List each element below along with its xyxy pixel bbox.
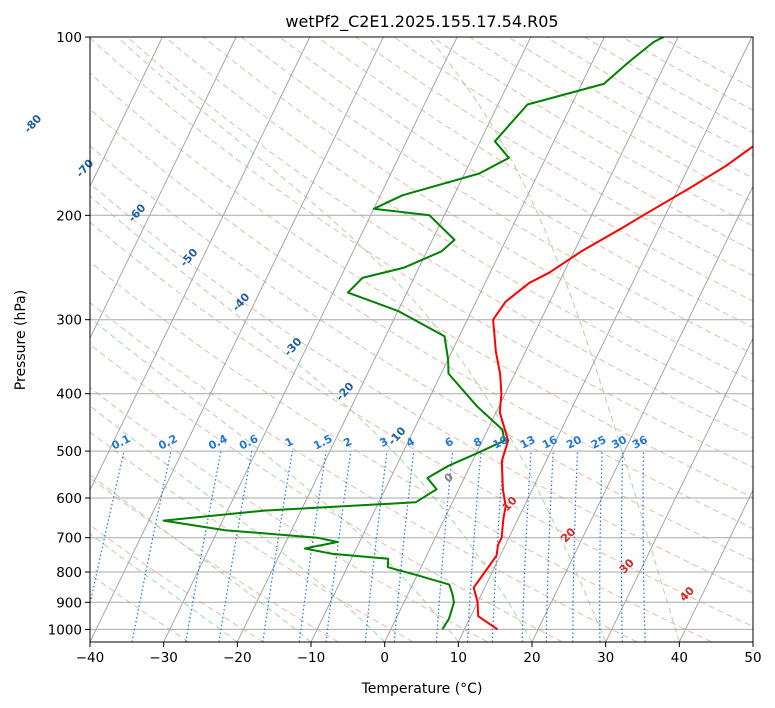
x-tick-label: 0 [380,650,389,666]
dry-adiabat [164,37,753,410]
dry-adiabat [90,221,753,628]
y-tick-label: 500 [56,444,82,460]
mixing-ratio-label: 20 [564,433,584,452]
x-tick-label: −10 [297,650,326,666]
y-tick-label: 1000 [48,622,82,638]
dry-adiabat [90,386,488,642]
x-tick-label: 40 [671,650,688,666]
y-tick-label: 800 [56,565,82,581]
profile-lines [162,37,753,631]
isotherm-line [605,337,753,642]
y-tick-label: 400 [56,387,82,403]
isotherm-line [90,37,384,642]
mixing-ratio-label: 10 [491,433,511,452]
mixing-ratio-line [325,451,352,642]
mixing-ratio-line [435,451,454,642]
isotherm-line [678,489,753,642]
axis-ticks: −40 −30 −20 −10 0 10 20 30 40 50 100 200 300 400 500 60… [48,30,762,666]
isotherm-line [384,37,679,642]
moist-adiabat [427,37,680,642]
plot-frame [89,36,754,643]
isotherm-line [457,37,753,642]
y-tick-label: 200 [56,208,82,224]
dewpoint-profile-line [162,37,664,630]
temperature-profile-line [472,145,753,631]
y-tick-label: 700 [56,531,82,547]
isotherm-line [531,185,753,642]
dry-adiabat [126,37,753,439]
isotherm-line [163,37,458,642]
dry-adiabat [317,37,753,302]
y-tick-label: 300 [56,313,82,329]
x-tick-label: −30 [149,650,178,666]
mixing-ratio-label: 13 [518,433,538,452]
mixing-ratio-line [298,451,327,642]
dry-adiabat [90,573,190,642]
mixing-ratio-line [131,450,172,642]
moist-adiabat [90,533,238,642]
dry-adiabat [90,477,339,642]
x-tick-label: −20 [223,650,252,666]
mixing-ratio-line [393,451,415,642]
dry-adiabat [90,182,753,594]
moist-adiabat [116,37,607,642]
x-tick-label: 50 [744,650,761,666]
chart-title: wetPf2_C2E1.2025.155.17.54.R05 [285,12,558,32]
moist-adiabat [90,317,459,642]
y-tick-label: 100 [56,30,82,46]
mixing-ratio-line [364,451,388,642]
dry-adiabat [90,108,753,530]
dry-adiabat [279,37,753,328]
x-tick-label: 10 [450,650,467,666]
x-tick-label: −40 [76,650,105,666]
mixing-ratio-label: 16 [540,433,560,452]
mixing-ratio-label: 36 [630,433,650,452]
isotherm-line [90,37,237,340]
dry-adiabat [90,301,638,642]
isotherm-line [90,37,311,492]
y-tick-label: 900 [56,595,82,611]
x-axis-label: Temperature (°C) [361,681,483,697]
isotherm-line [310,37,605,642]
mixing-ratio-label: 25 [589,433,609,452]
mixing-ratio-line [262,451,293,642]
x-tick-label: 20 [523,650,540,666]
y-axis-label: Pressure (hPa) [13,290,29,390]
dry-adiabat [90,145,753,561]
mixing-ratio-label: 30 [609,433,629,452]
y-tick-label: 600 [56,491,82,507]
dry-adiabat [90,261,712,642]
isotherm-line [236,37,532,642]
moist-adiabat [90,405,386,642]
x-tick-label: 30 [597,650,614,666]
dry-adiabat [90,343,563,642]
dry-adiabat [90,37,753,468]
isotherm-line [90,37,163,188]
